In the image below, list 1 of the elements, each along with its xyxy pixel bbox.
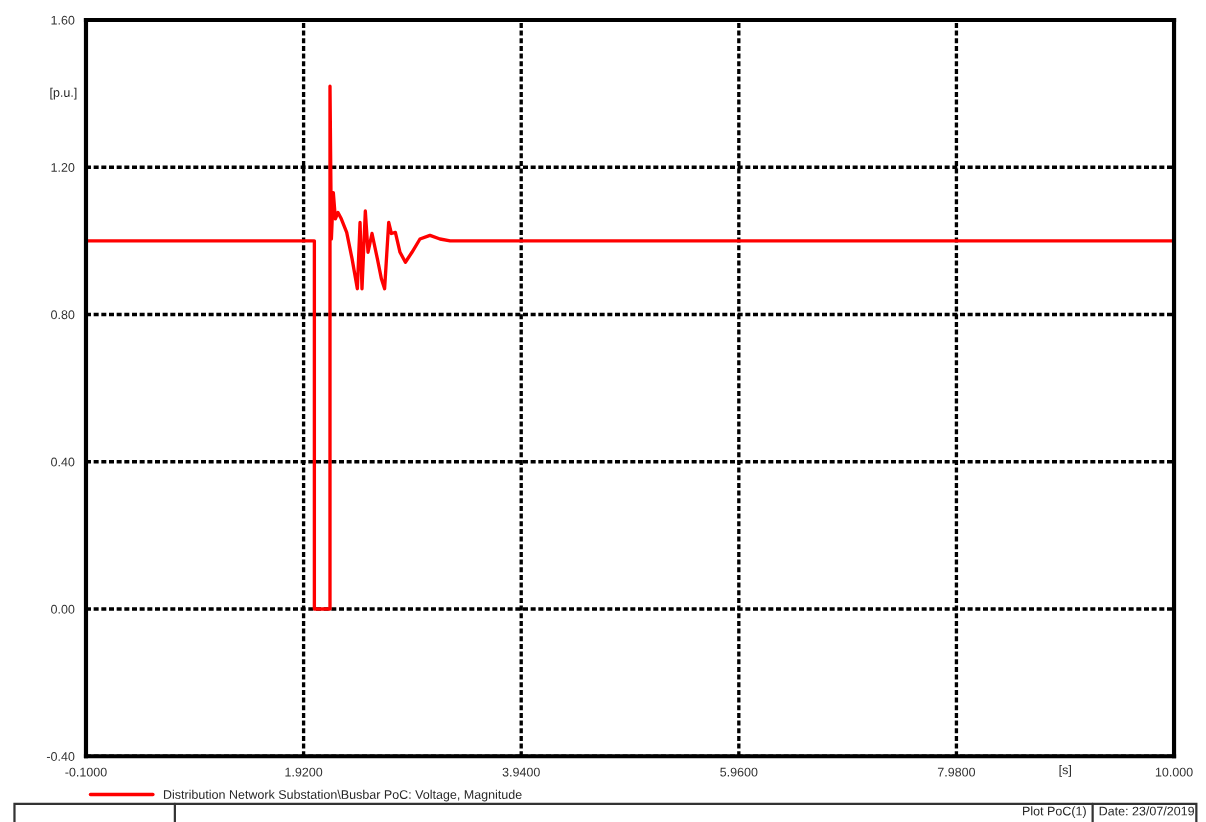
line-series <box>85 84 1175 611</box>
